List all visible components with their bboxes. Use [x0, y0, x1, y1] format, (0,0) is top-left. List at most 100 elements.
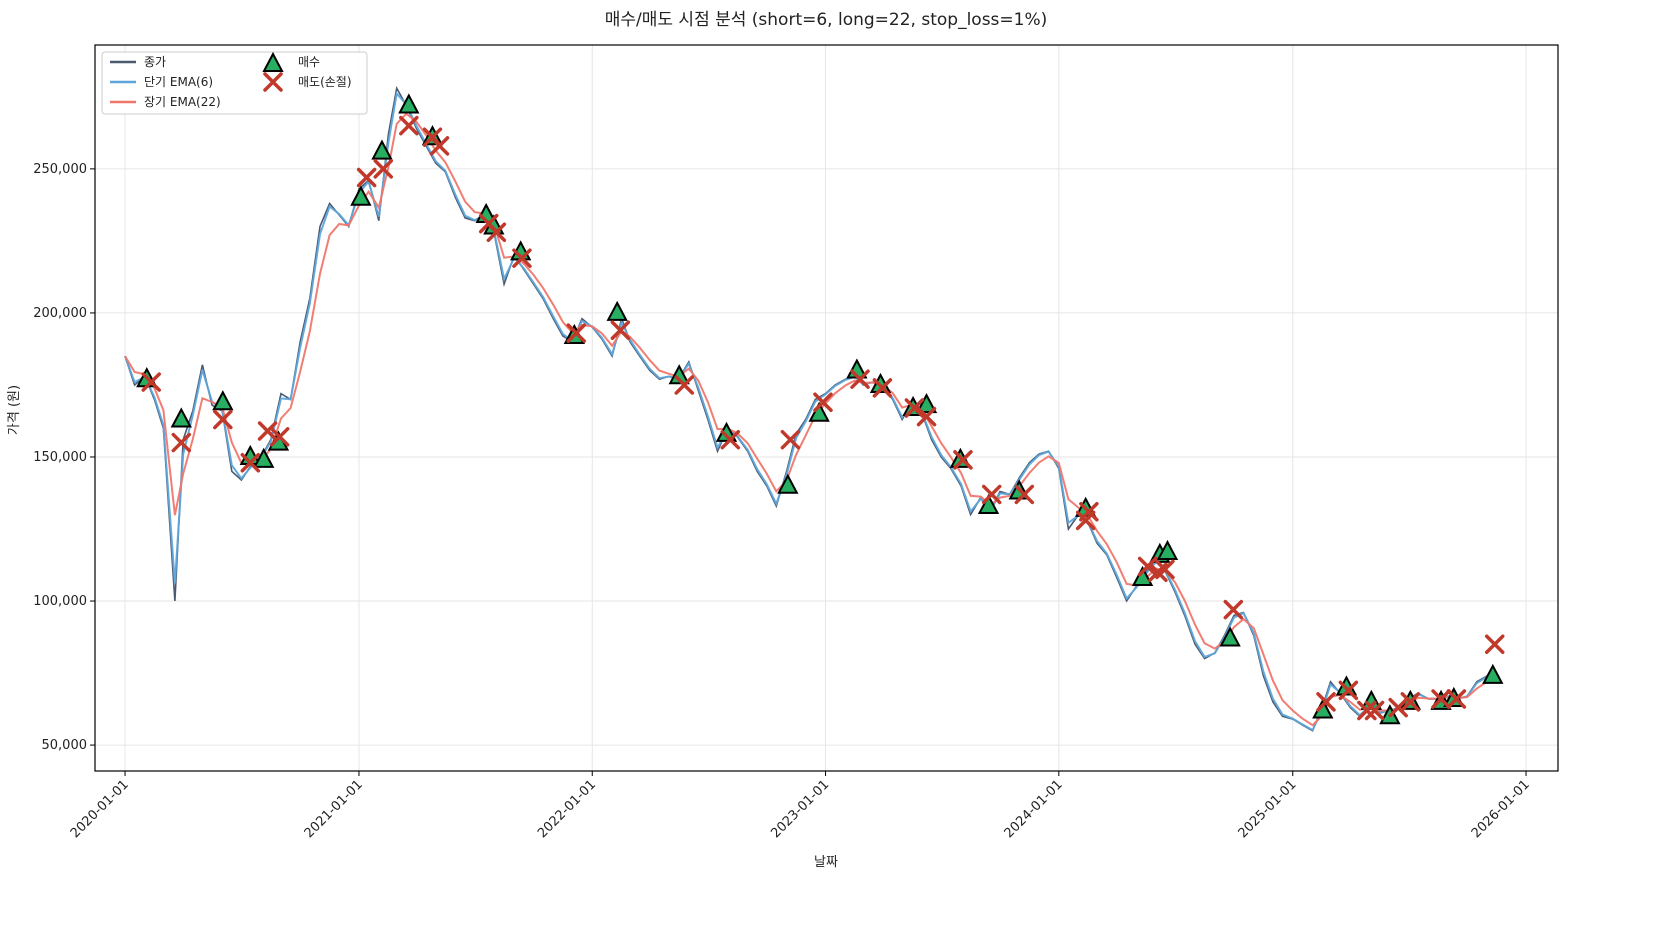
buy-marker	[1156, 539, 1179, 561]
sell-x-icon	[1079, 501, 1099, 522]
sell-marker	[850, 369, 870, 389]
sell-marker	[1223, 599, 1244, 620]
sell-marker	[1446, 689, 1467, 709]
sell-x-icon	[780, 429, 801, 450]
x-tick-label: 2025-01-01	[1236, 777, 1300, 841]
x-axis-label: 날짜	[814, 855, 838, 870]
sell-x-icon	[429, 136, 450, 156]
sell-marker	[1014, 484, 1035, 505]
sell-marker	[720, 429, 741, 450]
markers	[136, 93, 1505, 725]
sell-marker	[269, 427, 290, 447]
sell-x-icon	[373, 159, 394, 179]
sell-marker	[566, 323, 587, 343]
sell-x-icon	[240, 452, 261, 473]
sell-x-icon	[813, 392, 833, 412]
y-axis-label: 가격 (원)	[7, 385, 22, 435]
sell-marker	[257, 421, 278, 441]
sell-marker	[240, 452, 261, 473]
sell-x-icon	[356, 167, 377, 188]
x-tick-label: 2023-01-01	[768, 777, 832, 841]
sell-marker	[1079, 501, 1099, 522]
sell-x-icon	[1357, 700, 1377, 721]
x-axis: 2020-01-01 2021-01-01 2022-01-01 2023-01-01…	[68, 771, 1533, 841]
sell-x-icon	[263, 72, 283, 92]
sell-x-icon	[399, 115, 419, 136]
sell-x-icon	[512, 248, 532, 268]
x-tick-label: 2024-01-01	[1002, 777, 1066, 841]
sell-x-icon	[141, 372, 161, 392]
legend-label: 매도(손절)	[298, 75, 352, 89]
chart-title: 매수/매도 시점 분석 (short=6, long=22, stop_loss…	[605, 10, 1048, 30]
sell-x-icon	[872, 378, 893, 398]
buy-marker	[1131, 565, 1154, 586]
sell-x-icon	[953, 450, 973, 470]
sell-marker	[981, 484, 1002, 505]
buy-marker	[977, 493, 1000, 514]
sell-x-icon	[1400, 692, 1421, 712]
x-tick-label: 2020-01-01	[68, 777, 132, 841]
sell-x-icon	[566, 323, 587, 343]
x-tick-label: 2022-01-01	[535, 777, 599, 841]
sell-marker	[1137, 556, 1158, 577]
sell-marker	[674, 375, 695, 395]
x-tick-label: 2026-01-01	[1469, 777, 1533, 841]
sell-marker	[1484, 634, 1505, 654]
grid	[95, 45, 1558, 771]
y-tick-label: 100,000	[33, 594, 87, 609]
sell-marker	[141, 372, 161, 392]
short-ema-line	[124, 91, 1488, 732]
buy-marker	[606, 300, 628, 321]
legend-label: 매수	[298, 55, 320, 69]
buy-marker	[170, 407, 192, 428]
sell-x-icon	[1431, 689, 1451, 709]
plot-frame	[94, 44, 1559, 772]
sell-marker	[1155, 559, 1175, 580]
sell-marker	[1400, 692, 1421, 712]
sell-marker	[373, 159, 394, 179]
sell-marker	[171, 432, 192, 453]
sell-x-icon	[610, 320, 631, 340]
sell-x-icon	[1364, 700, 1385, 721]
sell-x-icon	[269, 427, 290, 447]
sell-x-icon	[1316, 692, 1336, 712]
y-tick-label: 50,000	[42, 738, 88, 753]
legend-label: 단기 EMA(6)	[144, 75, 213, 89]
sell-x-icon	[720, 429, 741, 450]
buy-marker	[668, 364, 690, 385]
sell-x-icon	[850, 369, 870, 389]
sell-marker	[1388, 697, 1408, 718]
buy-marker	[212, 390, 234, 411]
sell-marker	[916, 406, 937, 427]
buy-marker	[398, 93, 420, 114]
sell-x-icon	[916, 406, 937, 427]
sell-marker	[1338, 680, 1359, 701]
buy-marker	[1482, 663, 1504, 684]
buy-marker	[371, 139, 393, 160]
sell-marker	[213, 409, 233, 430]
sell-marker	[813, 392, 833, 412]
sell-marker	[872, 378, 893, 398]
sell-x-icon	[257, 421, 278, 441]
legend-box	[101, 51, 368, 115]
buy-marker	[915, 392, 938, 414]
sell-x-icon	[1223, 599, 1244, 620]
sell-x-icon	[1137, 556, 1158, 577]
sell-x-icon	[213, 409, 233, 430]
sell-marker	[610, 320, 631, 340]
series-lines	[124, 85, 1488, 732]
sell-marker	[1364, 700, 1385, 721]
x-tick-label: 2021-01-01	[302, 777, 366, 841]
sell-marker	[486, 222, 507, 243]
sell-marker	[904, 398, 925, 418]
sell-marker	[399, 115, 419, 136]
buy-marker	[777, 473, 799, 494]
sell-x-icon	[1484, 634, 1505, 654]
sell-marker	[512, 248, 532, 268]
buy-marker	[350, 185, 372, 206]
buy-marker	[262, 51, 284, 72]
sell-x-icon	[1388, 697, 1408, 718]
y-tick-label: 150,000	[33, 450, 87, 465]
